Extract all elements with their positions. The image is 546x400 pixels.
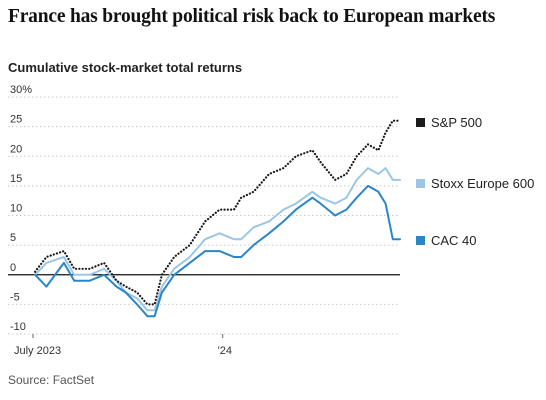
legend-label-stoxx: Stoxx Europe 600 (431, 176, 534, 191)
y-tick-label: 25 (10, 114, 22, 126)
legend-label-sp500: S&P 500 (431, 115, 482, 130)
y-tick-label: 30% (10, 84, 32, 96)
source-note: Source: FactSet (8, 373, 95, 387)
y-tick-label: 5 (10, 232, 16, 244)
legend-swatch-stoxx (416, 179, 425, 188)
x-axis-ticks: July 2023 '24 (14, 334, 232, 357)
legend: S&P 500 Stoxx Europe 600 CAC 40 (416, 115, 534, 248)
chart-subtitle: Cumulative stock-market total returns (8, 60, 243, 75)
series-line-cac (34, 184, 401, 318)
legend-label-cac: CAC 40 (431, 233, 477, 248)
y-tick-label: 15 (10, 173, 22, 185)
y-tick-label: -10 (10, 321, 26, 333)
y-tick-label: 20 (10, 143, 22, 155)
legend-swatch-sp500 (416, 118, 425, 127)
y-axis-ticks: 30% 25 20 15 10 5 0 -5 -10 (10, 84, 32, 333)
series-layer (33, 119, 402, 318)
grid-layer (8, 96, 400, 335)
y-tick-label: 0 (10, 262, 16, 274)
y-tick-label: -5 (10, 291, 20, 303)
series-line-sp500 (33, 119, 402, 306)
y-tick-label: 10 (10, 203, 22, 215)
chart-title: France has brought political risk back t… (8, 6, 496, 27)
legend-swatch-cac (416, 236, 425, 245)
x-tick-label: July 2023 (14, 345, 61, 357)
x-tick-label: '24 (218, 345, 232, 357)
series-line-stoxx (34, 167, 401, 312)
